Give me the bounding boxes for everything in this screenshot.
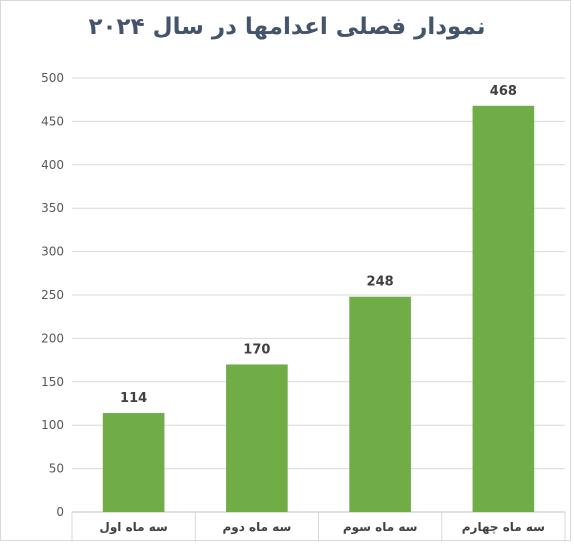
bar xyxy=(226,364,288,512)
x-category-label: سه ماه دوم xyxy=(222,520,291,535)
bar xyxy=(102,413,165,512)
y-tick-label: 150 xyxy=(41,375,64,389)
y-tick-label: 450 xyxy=(41,114,64,128)
bar xyxy=(349,296,411,512)
y-tick-label: 0 xyxy=(56,505,64,519)
y-tick-label: 50 xyxy=(49,462,64,476)
y-tick-label: 400 xyxy=(41,158,64,172)
data-label: 468 xyxy=(490,84,517,99)
y-tick-label: 300 xyxy=(41,245,64,259)
y-tick-label: 100 xyxy=(41,418,64,432)
bar xyxy=(472,105,535,512)
y-tick-label: 200 xyxy=(41,331,64,345)
data-label: 170 xyxy=(243,342,270,357)
x-category-label: سه ماه اول xyxy=(99,520,167,535)
y-tick-label: 250 xyxy=(41,288,64,302)
data-label: 114 xyxy=(120,391,147,406)
data-label: 248 xyxy=(367,275,394,290)
y-tick-label: 350 xyxy=(41,201,64,215)
chart-title: نمودار فصلی اعدامها در سال ۲۰۲۴ xyxy=(88,14,486,40)
y-tick-label: 500 xyxy=(41,71,64,85)
x-category-label: سه ماه سوم xyxy=(343,520,418,535)
x-category-label: سه ماه چهارم xyxy=(462,520,545,535)
